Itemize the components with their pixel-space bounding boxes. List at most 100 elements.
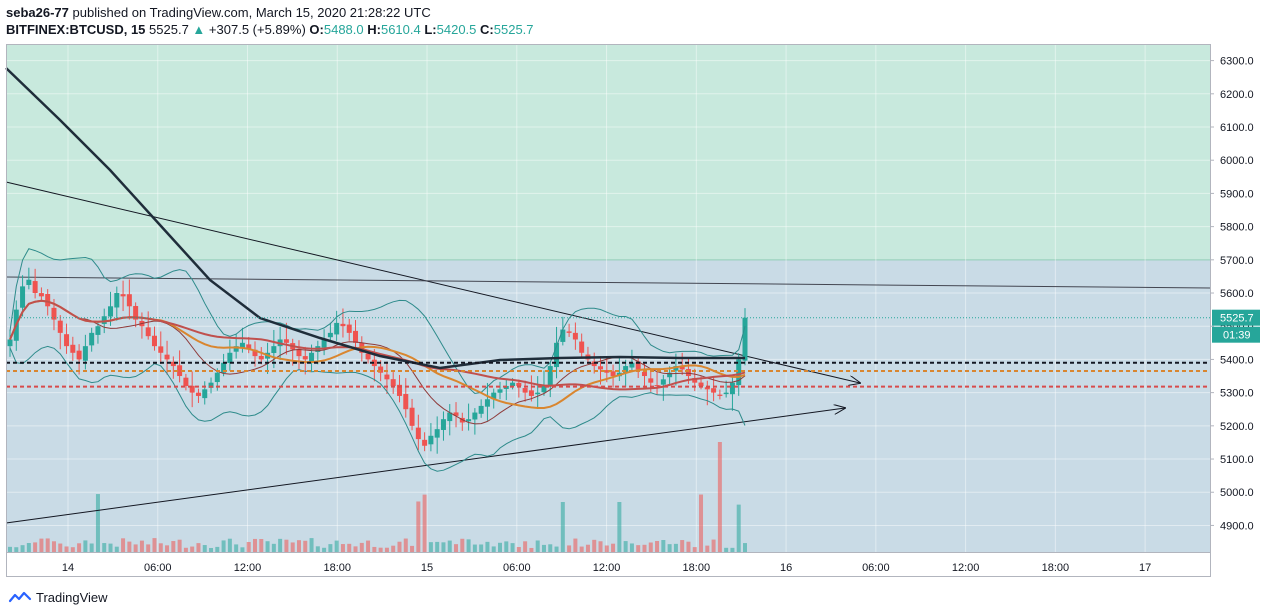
published-text: published on TradingView.com, March 15, … [72,5,431,20]
candle-down [679,366,685,370]
candle-down [353,330,359,343]
high-value: 5610.4 [380,22,421,37]
candle-up [101,316,107,324]
volume-bar [171,541,176,552]
author-name[interactable]: seba26-77 [6,5,69,20]
candle-up [447,412,453,422]
bollinger-upper-line [9,248,746,395]
high-label: H: [367,22,381,37]
candle-down [522,388,528,393]
candle-up [221,362,227,373]
candle-up [510,382,516,387]
volume-bar [45,538,50,552]
volume-bar [334,540,339,552]
volume-bar [51,541,56,552]
volume-bar [579,546,584,552]
volume-bar [636,545,641,552]
candle-down [384,374,390,380]
candle-down [654,385,660,387]
volume-bar [58,543,63,552]
volume-bar [227,538,232,552]
publish-info: seba26-77 published on TradingView.com, … [6,5,431,20]
volume-bar [623,541,628,552]
candle-down [579,341,585,353]
volume-bar [366,540,371,552]
tradingview-logo[interactable]: TradingView [8,590,108,605]
y-tick-label: 4900.0 [1220,520,1254,532]
candle-down [145,327,151,337]
candle-up [491,392,497,400]
volume-bar [648,542,653,552]
candle-up [472,412,478,420]
descending-trendline [5,181,860,383]
x-tick-label: 06:00 [503,562,531,574]
low-value: 5420.5 [436,22,477,37]
y-tick-label: 5300.0 [1220,388,1254,400]
candle-down [704,387,710,390]
candle-down [566,331,572,333]
y-tick-label: 5400.0 [1220,354,1254,366]
candle-down [126,294,132,307]
candle-up [554,342,560,368]
candle-up [541,385,547,393]
candle-down [396,384,402,396]
volume-bar [359,542,364,552]
candle-down [415,427,421,440]
volume-bar [730,547,735,552]
candle-down [648,378,654,383]
candle-down [195,392,201,396]
volume-bar [629,543,634,552]
candle-up [214,372,220,383]
x-tick-label: 18:00 [1042,562,1070,574]
volume-bar [435,541,440,552]
volume-bar [296,540,301,552]
candle-down [170,361,176,367]
volume-bar [642,544,647,552]
candle-up [560,329,566,342]
volume-bar [711,539,716,552]
volume-bar [529,547,534,552]
candle-up [660,379,666,385]
candle-up [736,359,742,386]
candle-down [598,366,604,370]
volume-bar [39,538,44,552]
candle-down [409,407,415,426]
candle-down [38,293,44,297]
volume-bar [183,547,188,552]
volume-bar [133,544,138,552]
y-tick-label: 6200.0 [1220,89,1254,101]
candle-down [57,320,63,333]
last-price: 5525.7 [149,22,189,37]
candle-down [70,344,76,353]
volume-bar [585,544,590,552]
symbol-title: BITFINEX:BTCUSD, 15 [6,22,146,37]
volume-bar [165,545,170,552]
volume-bar [146,544,151,552]
volume-bar [598,541,603,552]
volume-bar [315,546,320,552]
volume-bar [447,540,452,552]
resistance-line [5,276,1211,289]
candle-down [302,356,308,360]
change-arrow-icon: ▲ [192,22,206,37]
volume-bar [83,540,88,552]
candle-up [327,332,333,338]
y-tick-label: 5800.0 [1220,222,1254,234]
candle-up [547,366,553,386]
volume-bar [347,543,352,552]
candle-down [685,369,691,377]
volume-bar [680,540,685,552]
y-tick-label: 5000.0 [1220,487,1254,499]
volume-bar [441,542,446,552]
symbol-legend: BITFINEX:BTCUSD, 15 5525.7 ▲ +307.5 (+5.… [6,22,534,37]
candle-up [667,372,673,378]
candle-up [321,339,327,348]
ascending-trendline [5,408,845,524]
volume-bar [322,547,327,552]
volume-bar [692,547,697,552]
candle-down [528,390,534,396]
volume-bar [541,544,546,552]
volume-bar [196,543,201,552]
volume-bar [655,540,660,552]
